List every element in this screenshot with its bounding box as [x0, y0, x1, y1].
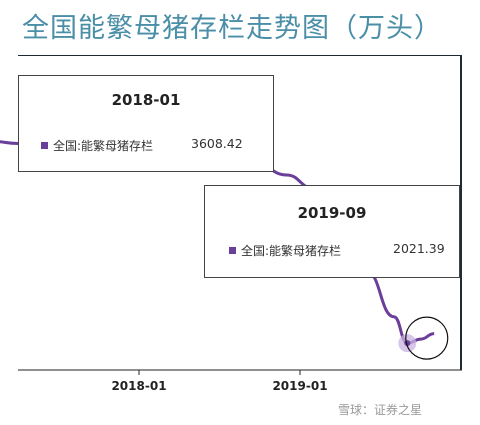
tooltip-value: 2021.39	[393, 241, 445, 256]
series-swatch	[229, 247, 236, 254]
plot-frame	[18, 55, 462, 370]
x-tick-label: 2018-01	[111, 379, 167, 393]
chart-title: 全国能繁母猪存栏走势图（万头）	[22, 13, 442, 44]
tooltip-date: 2018-01	[111, 91, 181, 109]
tooltip-series-name: 全国:能繁母猪存栏	[241, 244, 342, 258]
tooltip-2018-01: 2018-01 全国:能繁母猪存栏 3608.42	[18, 75, 274, 172]
x-tick-label: 2019-01	[272, 379, 328, 393]
series-swatch	[41, 142, 48, 149]
tooltip-series-name: 全国:能繁母猪存栏	[53, 139, 154, 153]
tooltip-value: 3608.42	[191, 136, 243, 151]
tooltip-date: 2019-09	[297, 204, 367, 222]
tooltip-2019-09: 2019-09 全国:能繁母猪存栏 2021.39	[204, 185, 460, 278]
watermark: 雪球：证券之星	[338, 403, 423, 417]
annotation-circle	[405, 316, 449, 360]
